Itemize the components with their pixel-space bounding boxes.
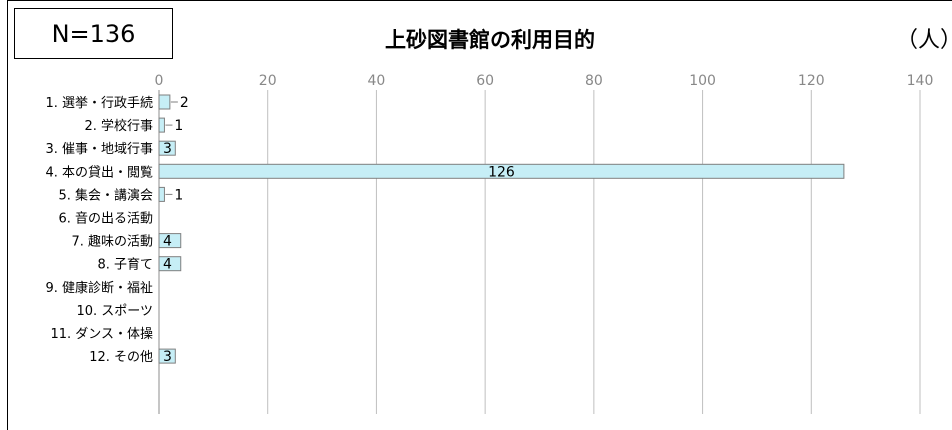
data-label: 2 — [180, 95, 189, 111]
category-label: 12. その他 — [89, 350, 153, 365]
data-label: 126 — [488, 164, 515, 180]
x-tick-label: 20 — [259, 73, 277, 89]
bar — [158, 256, 182, 272]
gridlines — [158, 90, 921, 414]
category-label: 11. ダンス・体操 — [50, 326, 153, 342]
x-tick-label: 40 — [368, 73, 386, 89]
bar — [158, 233, 182, 249]
category-label: 4. 本の貸出・閲覧 — [45, 164, 153, 180]
x-tick-label: 120 — [798, 73, 825, 89]
x-tick-label: 0 — [155, 73, 164, 89]
bar — [158, 117, 165, 133]
category-label: 3. 催事・地域行事 — [45, 142, 153, 157]
data-label: 3 — [163, 141, 172, 157]
x-tick-labels: 0 20 40 60 80 100 120 140 — [155, 73, 934, 89]
x-tick-label: 140 — [907, 73, 934, 89]
x-tick-label: 60 — [476, 73, 494, 89]
x-tick-label: 80 — [585, 73, 603, 89]
data-label: 4 — [163, 234, 172, 250]
bar — [158, 348, 176, 364]
data-label: 1 — [174, 118, 183, 134]
category-label: 10. スポーツ — [76, 304, 153, 319]
bars — [158, 94, 845, 364]
sample-size-box: N=136 — [14, 8, 173, 59]
data-label: 1 — [174, 187, 183, 203]
category-label: 6. 音の出る活動 — [58, 211, 153, 227]
category-label: 5. 集会・講演会 — [58, 187, 153, 203]
category-label: 1. 選挙・行政手続 — [45, 96, 153, 111]
unit-label: （人） — [896, 28, 952, 53]
bar — [158, 140, 176, 156]
data-label: 3 — [163, 349, 172, 365]
x-tick-label: 100 — [689, 73, 716, 89]
category-labels: 1. 選挙・行政手続 2. 学校行事 3. 催事・地域行事 4. 本の貸出・閲覧 5. … — [45, 96, 153, 365]
sample-size-label: N=136 — [51, 19, 136, 48]
bar — [158, 163, 845, 179]
data-label: 4 — [163, 257, 172, 273]
bar — [158, 186, 165, 202]
category-label: 7. 趣味の活動 — [71, 235, 153, 250]
chart-title: 上砂図書館の利用目的 — [385, 28, 595, 52]
bar — [158, 94, 171, 110]
category-label: 8. 子育て — [97, 257, 153, 273]
category-label: 9. 健康診断・福祉 — [45, 280, 153, 296]
category-label: 2. 学校行事 — [84, 118, 153, 134]
chart-frame — [7, 0, 952, 430]
